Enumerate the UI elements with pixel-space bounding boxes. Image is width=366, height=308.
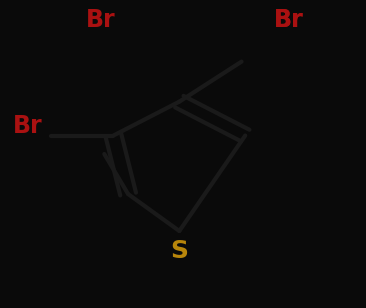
Text: Br: Br [274,8,304,32]
Text: Br: Br [13,114,42,138]
Text: Br: Br [86,8,115,32]
Text: S: S [170,239,188,263]
Text: Br: Br [274,8,304,32]
